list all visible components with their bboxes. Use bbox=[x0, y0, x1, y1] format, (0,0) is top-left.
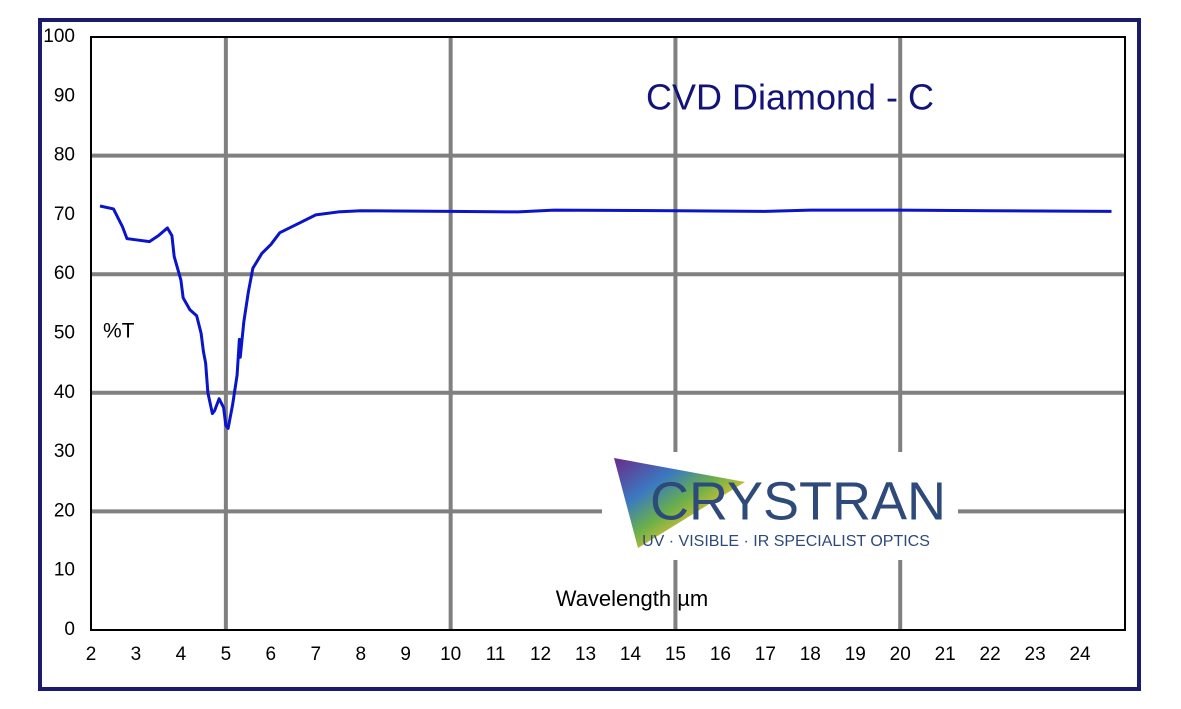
x-tick-label: 2 bbox=[86, 644, 97, 665]
x-tick-label: 16 bbox=[710, 644, 731, 665]
x-tick-label: 14 bbox=[620, 644, 642, 665]
x-tick-label: 22 bbox=[980, 644, 1001, 665]
data-line bbox=[99, 204, 1112, 430]
x-tick-label: 3 bbox=[131, 644, 142, 665]
x-tick-label: 5 bbox=[221, 644, 232, 665]
y-tick-label: 20 bbox=[54, 500, 75, 521]
plot-area bbox=[90, 36, 1126, 631]
logo-tagline: UV · VISIBLE · IR SPECIALIST OPTICS bbox=[642, 533, 930, 550]
x-tick-label: 4 bbox=[176, 644, 187, 665]
x-tick-label: 13 bbox=[575, 644, 596, 665]
y-tick-label: 80 bbox=[54, 145, 75, 166]
y-tick-label: 0 bbox=[64, 619, 75, 640]
x-tick-label: 17 bbox=[755, 644, 776, 665]
y-tick-label: 40 bbox=[54, 382, 75, 403]
x-tick-label: 8 bbox=[355, 644, 366, 665]
x-tick-label: 10 bbox=[440, 644, 461, 665]
x-tick-label: 7 bbox=[310, 644, 321, 665]
y-tick-label: 30 bbox=[54, 441, 75, 462]
y-tick-label: 10 bbox=[54, 560, 75, 581]
chart-title: CVD Diamond - C bbox=[646, 77, 934, 118]
x-tick-label: 12 bbox=[530, 644, 551, 665]
x-tick-label: 24 bbox=[1069, 644, 1091, 665]
y-tick-label: 60 bbox=[54, 263, 75, 284]
y-tick-label: 50 bbox=[54, 323, 75, 344]
x-tick-label: 19 bbox=[845, 644, 866, 665]
logo-name: CRYSTRAN bbox=[650, 471, 946, 531]
x-tick-label: 18 bbox=[800, 644, 821, 665]
x-tick-label: 9 bbox=[400, 644, 411, 665]
x-tick-label: 11 bbox=[486, 644, 506, 665]
x-tick-label: 23 bbox=[1025, 644, 1046, 665]
y-axis-label: %T bbox=[103, 320, 135, 343]
x-axis-label: Wavelength µm bbox=[556, 586, 708, 611]
frame bbox=[38, 18, 1141, 691]
x-tick-label: 6 bbox=[266, 644, 277, 665]
x-tick-label: 15 bbox=[665, 644, 686, 665]
y-tick-label: 90 bbox=[54, 85, 75, 106]
x-tick-label: 20 bbox=[890, 644, 911, 665]
y-tick-label: 100 bbox=[43, 26, 75, 47]
logo-mark bbox=[614, 458, 745, 548]
x-tick-label: 21 bbox=[935, 644, 956, 665]
y-tick-label: 70 bbox=[54, 204, 75, 225]
